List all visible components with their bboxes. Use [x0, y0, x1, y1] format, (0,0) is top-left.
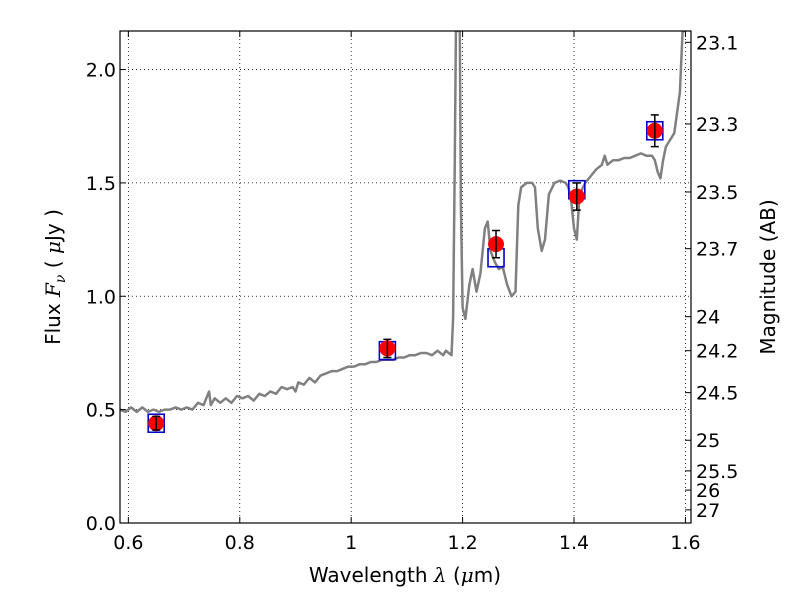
- y2-tick-label: 23.5: [696, 182, 738, 204]
- y-tick-label: 0.0: [86, 513, 116, 535]
- y-tick-label: 1.0: [86, 286, 116, 308]
- model-spectrum-line: [120, 31, 686, 414]
- x-tick-label: 1.6: [670, 532, 700, 554]
- y2-axis-label: Magnitude (AB): [756, 199, 780, 354]
- y2-tick-label: 24.5: [696, 383, 738, 405]
- plot-area: [120, 31, 686, 414]
- y-tick-label: 2.0: [86, 60, 116, 82]
- y2-tick-label: 25: [696, 430, 720, 452]
- y2-tick-label: 26: [696, 480, 720, 502]
- data-marks: [147, 114, 664, 434]
- plot-frame: [119, 30, 692, 524]
- y-tick-label: 0.5: [86, 400, 116, 422]
- axis-ticks: 0.6 0.8 1 1.2 1.4 1.6 0.0 0.5 1.0 1.5 2.0 23.1 23.3 2…: [86, 31, 738, 554]
- x-tick-label: 1: [345, 532, 357, 554]
- x-tick-label: 1.4: [559, 532, 589, 554]
- x-tick-label: 1.2: [447, 532, 477, 554]
- y-axis-label: Flux Fν ( μJy ): [41, 209, 69, 345]
- y2-tick-label: 27: [696, 500, 720, 522]
- y2-tick-label: 23.3: [696, 114, 738, 136]
- x-axis-label: Wavelength λ (μm): [309, 563, 501, 587]
- y2-tick-label: 23.7: [696, 239, 738, 261]
- y2-tick-label: 25.5: [696, 461, 738, 483]
- y2-tick-label: 23.1: [696, 32, 738, 54]
- x-tick-label: 0.6: [113, 532, 143, 554]
- y2-tick-label: 24.2: [696, 341, 738, 363]
- y-tick-label: 1.5: [86, 173, 116, 195]
- y2-tick-label: 24: [696, 307, 720, 329]
- x-tick-label: 0.8: [225, 532, 255, 554]
